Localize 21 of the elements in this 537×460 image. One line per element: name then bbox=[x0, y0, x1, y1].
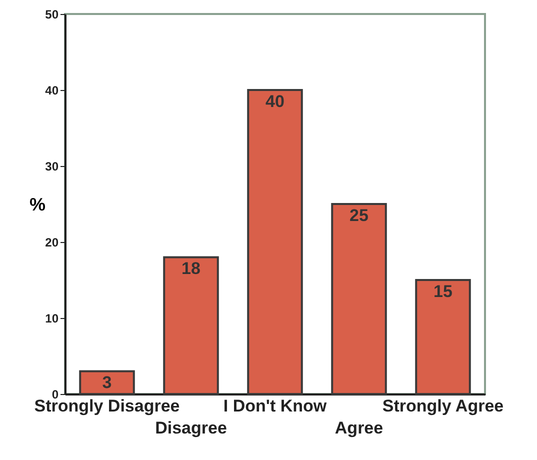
y-axis-title: % bbox=[29, 194, 46, 214]
bar bbox=[163, 256, 219, 395]
x-tick-label: Disagree bbox=[155, 418, 227, 438]
bar bbox=[79, 370, 135, 395]
y-tick-label: 40 bbox=[45, 84, 59, 98]
x-tick-label: Strongly Agree bbox=[382, 396, 504, 416]
y-tick-label: 50 bbox=[45, 8, 59, 22]
data-label: 40 bbox=[266, 92, 284, 111]
data-label: 18 bbox=[182, 259, 200, 278]
data-label: 3 bbox=[102, 373, 112, 392]
y-tick-label: 0 bbox=[52, 388, 59, 402]
x-tick-label: I Don't Know bbox=[223, 396, 328, 416]
y-tick-label: 30 bbox=[45, 160, 59, 174]
data-label: 25 bbox=[350, 206, 368, 225]
bar bbox=[247, 89, 303, 395]
data-label: 15 bbox=[434, 282, 452, 301]
bar bbox=[415, 279, 471, 395]
x-tick-label: Agree bbox=[334, 418, 384, 438]
bar bbox=[331, 203, 387, 395]
y-tick-label: 10 bbox=[45, 312, 59, 326]
y-tick-label: 20 bbox=[45, 236, 59, 250]
